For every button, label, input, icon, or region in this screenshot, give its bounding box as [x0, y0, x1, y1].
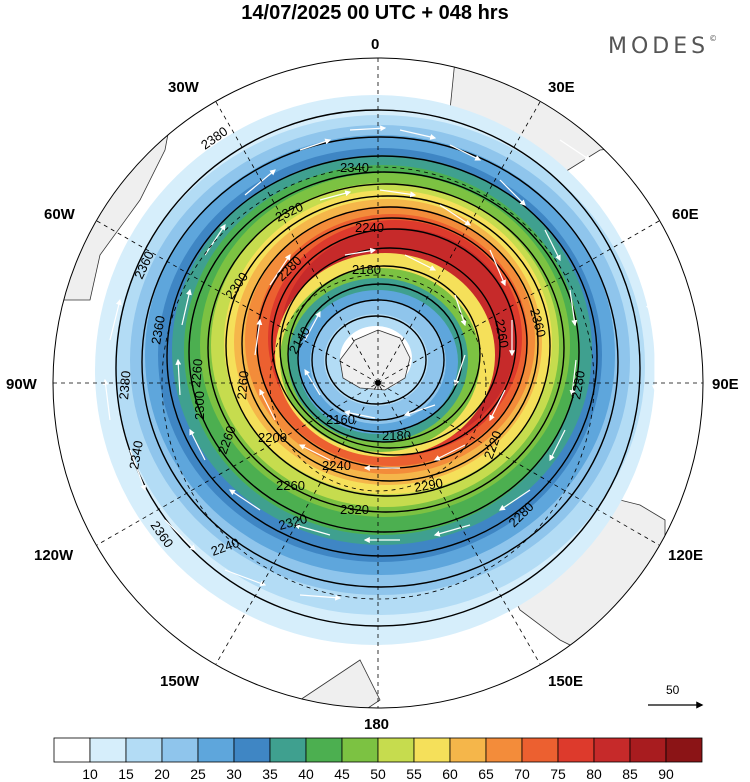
- colorbar-swatch: [593, 737, 631, 763]
- colorbar-tick-label: 35: [262, 766, 278, 782]
- colorbar-tick-label: 65: [478, 766, 494, 782]
- graticule: [53, 58, 703, 708]
- colorbar-tick-label: 30: [226, 766, 242, 782]
- colorbar-swatch: [233, 737, 271, 763]
- wind-scale-label: 50: [666, 683, 680, 697]
- colorbar-tick-label: 90: [658, 766, 674, 782]
- contour-label: 2280: [568, 369, 588, 400]
- colorbar-swatch: [629, 737, 667, 763]
- colorbar: [53, 737, 703, 763]
- lon-label-60e: 60E: [672, 206, 699, 223]
- contour-label: 2380: [116, 370, 133, 400]
- colorbar-tick-label: 20: [154, 766, 170, 782]
- colorbar-swatch: [449, 737, 487, 763]
- colorbar-swatch: [197, 737, 235, 763]
- contour-label: 2180: [382, 428, 411, 443]
- lon-label-120e: 120E: [668, 547, 704, 564]
- contour-label: 2340: [340, 160, 369, 175]
- contour-label: 2260: [234, 370, 251, 400]
- colorbar-tick-label: 80: [586, 766, 602, 782]
- colorbar-tick-label: 40: [298, 766, 314, 782]
- contour-label: 2240: [355, 220, 384, 235]
- brand-text: MODES: [608, 34, 710, 59]
- colorbar-tick-label: 25: [190, 766, 206, 782]
- colorbar-tick-label: 50: [370, 766, 386, 782]
- colorbar-tick-label: 60: [442, 766, 458, 782]
- lon-label-90w: 90W: [6, 376, 37, 393]
- colorbar-swatch: [305, 737, 343, 763]
- colorbar-swatch: [125, 737, 163, 763]
- contour-label: 2160: [326, 412, 355, 427]
- map-title: 14/07/2025 00 UTC + 048 hrs: [241, 2, 509, 24]
- colorbar-swatch: [521, 737, 559, 763]
- colorbar-swatch: [89, 737, 127, 763]
- colorbar-swatch: [485, 737, 523, 763]
- contour-label: 2340: [126, 439, 146, 470]
- contour-label: 2240: [322, 458, 351, 473]
- brand-logo: MODES©: [608, 34, 717, 59]
- colorbar-tick-label: 70: [514, 766, 530, 782]
- colorbar-tick-label: 85: [622, 766, 638, 782]
- wind-vectors: [102, 125, 658, 601]
- lon-label-60w: 60W: [44, 206, 75, 223]
- brand-mark: ©: [709, 34, 718, 43]
- colorbar-boxes: [53, 737, 703, 763]
- colorbar-tick-label: 10: [82, 766, 98, 782]
- contour-label: 2360: [527, 307, 549, 339]
- colorbar-swatch: [665, 737, 703, 763]
- contour-label: 2320: [277, 511, 309, 533]
- colorbar-swatch: [269, 737, 307, 763]
- contour-label: 2260: [188, 358, 205, 388]
- colorbar-swatch: [341, 737, 379, 763]
- contour-label: 2290: [413, 475, 444, 495]
- lon-label-180: 180: [364, 716, 390, 733]
- contour-label: 2180: [352, 262, 381, 277]
- contour-label: 2200: [258, 430, 287, 445]
- colorbar-swatch: [53, 737, 91, 763]
- lon-label-150w: 150W: [160, 673, 200, 690]
- colorbar-tick-label: 15: [118, 766, 134, 782]
- lon-label-120w: 120W: [34, 547, 74, 564]
- colorbar-swatch: [377, 737, 415, 763]
- contour-label: 2300: [192, 391, 207, 420]
- colorbar-swatch: [557, 737, 595, 763]
- lon-label-90e: 90E: [712, 376, 739, 393]
- lon-label-150e: 150E: [548, 673, 584, 690]
- contour-label: 2260: [492, 318, 512, 349]
- colorbar-tick-label: 75: [550, 766, 566, 782]
- colorbar-swatch: [161, 737, 199, 763]
- south-pole-marker: [375, 380, 381, 386]
- colorbar-tick-label: 55: [406, 766, 422, 782]
- map-boundary: [52, 57, 704, 709]
- contour-label: 2260: [276, 478, 305, 493]
- contour-label: 2320: [340, 502, 369, 517]
- colorbar-swatch: [413, 737, 451, 763]
- lon-label-0: 0: [371, 36, 380, 53]
- contour-label: 2360: [148, 314, 168, 345]
- lon-label-30e: 30E: [548, 79, 575, 96]
- lon-label-30w: 30W: [168, 79, 199, 96]
- colorbar-tick-label: 45: [334, 766, 350, 782]
